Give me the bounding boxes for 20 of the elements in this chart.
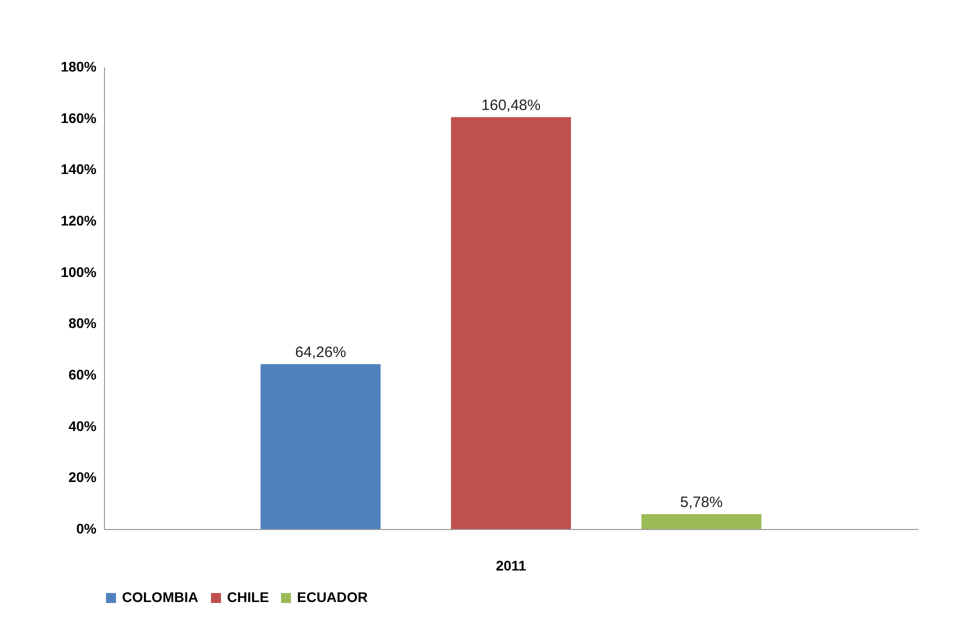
data-label: 64,26% xyxy=(295,344,346,362)
x-tick-label: 2011 xyxy=(496,558,526,574)
legend-label: ECUADOR xyxy=(297,589,368,605)
y-tick-label: 120% xyxy=(60,212,98,228)
y-tick-label: 140% xyxy=(60,161,98,178)
y-tick-label: 40% xyxy=(68,418,98,434)
data-label: 5,78% xyxy=(680,494,723,512)
y-tick-label: 60% xyxy=(68,366,98,382)
y-tick-label: 180% xyxy=(60,58,98,74)
y-tick-label: 160% xyxy=(60,110,98,126)
data-label: 160,48% xyxy=(481,97,541,114)
y-tick-label: 80% xyxy=(68,315,98,332)
y-tick-label: 0% xyxy=(76,520,98,536)
bar xyxy=(451,117,571,529)
legend-label: COLOMBIA xyxy=(122,589,198,605)
y-tick-label: 100% xyxy=(60,264,98,280)
legend-label: CHILE xyxy=(227,589,269,605)
y-tick-label: 20% xyxy=(68,469,98,486)
bar xyxy=(260,364,381,529)
bar xyxy=(641,514,762,529)
